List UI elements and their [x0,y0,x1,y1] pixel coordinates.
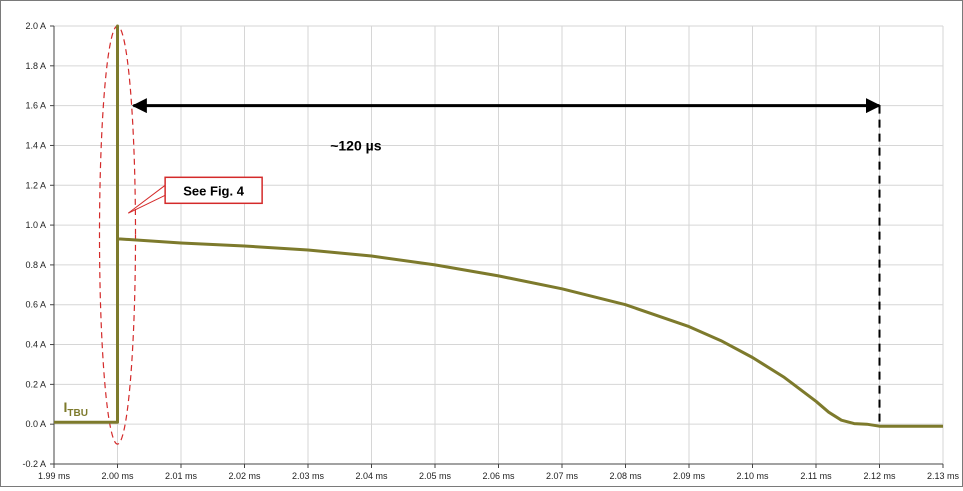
y-tick-label: 1.8 A [25,61,46,71]
series-line-itbu [54,24,943,428]
series-label-main: I [64,399,68,415]
x-tick-label: 2.03 ms [292,471,325,481]
x-tick-label: 2.02 ms [228,471,261,481]
y-tick-label: 1.6 A [25,101,46,111]
series-layer [54,24,943,428]
x-tick-label: 1.99 ms [38,471,71,481]
y-tick-label: 2.0 A [25,21,46,31]
series-label-itbu: ITBU [64,399,88,419]
callout-label: See Fig. 4 [183,183,244,198]
y-tick-label: 0.8 A [25,260,46,270]
x-tick-label: 2.07 ms [546,471,579,481]
annotation-layer: ~120 µs See Fig. 4 [98,25,881,445]
y-tick-label: 0.2 A [25,379,46,389]
x-tick-label: 2.12 ms [863,471,896,481]
x-tick-label: 2.05 ms [419,471,452,481]
x-tick-label: 2.06 ms [482,471,515,481]
y-tick-label: 0.0 A [25,419,46,429]
axis-layer: 1.99 ms 2.00 ms 2.01 ms 2.02 ms 2.03 ms 2.04 … [22,21,959,481]
y-tick-label: -0.2 A [22,459,46,469]
callout-leader-line [128,194,166,214]
callout-leader-line [127,184,166,214]
series-label-subscript: TBU [67,408,88,419]
x-tick-label: 2.09 ms [673,471,706,481]
x-tick-label: 2.00 ms [101,471,134,481]
y-tick-label: 1.0 A [25,220,46,230]
x-tick-label: 2.01 ms [165,471,198,481]
x-tick-label: 2.13 ms [927,471,960,481]
x-tick-label: 2.10 ms [736,471,769,481]
x-tick-label: 2.08 ms [609,471,642,481]
y-tick-label: 0.6 A [25,300,46,310]
y-tick-label: 1.4 A [25,140,46,150]
y-tick-label: 0.4 A [25,340,46,350]
x-tick-label: 2.04 ms [355,471,388,481]
y-tick-label: 1.2 A [25,180,46,190]
x-tick-label: 2.11 ms [800,471,832,481]
callout-box [164,176,263,205]
duration-label: ~120 µs [330,137,381,153]
